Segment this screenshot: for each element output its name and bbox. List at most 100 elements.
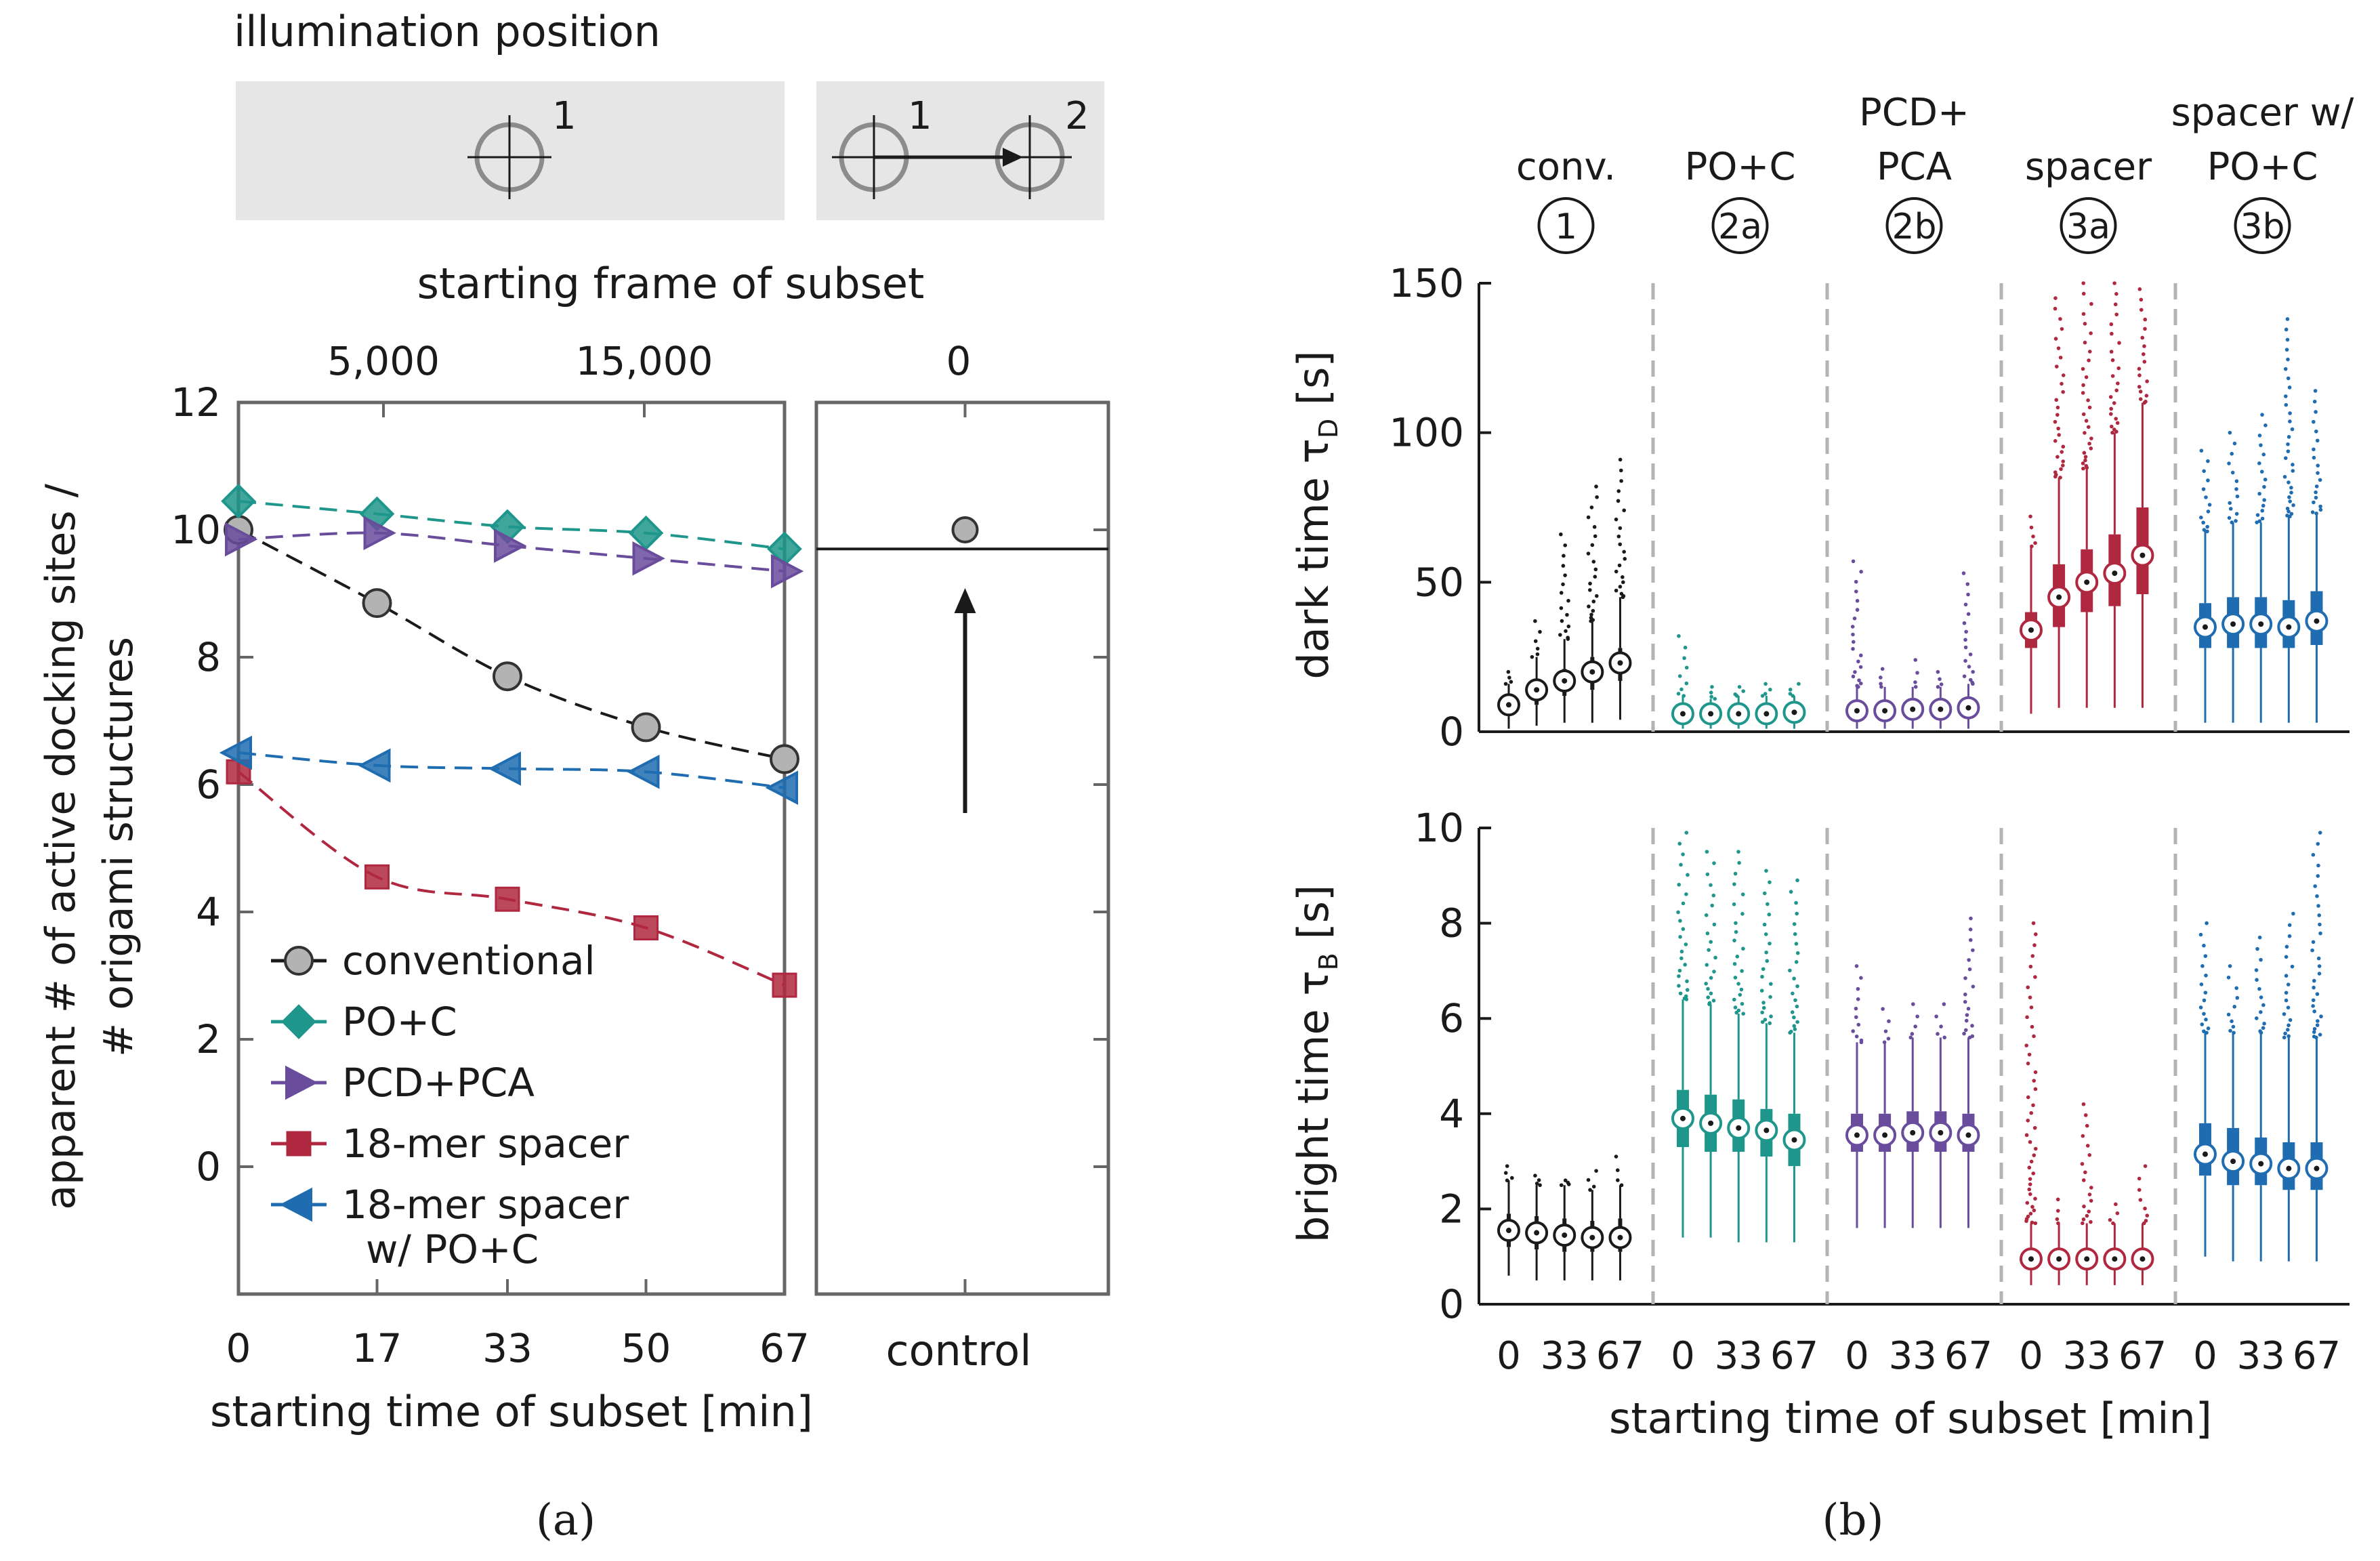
dark-g0-b4-outlier-12 — [1616, 534, 1621, 539]
bright-g4-b3-outlier-5 — [2288, 1018, 2293, 1022]
dark-g4-b4-outlier-4 — [2312, 500, 2316, 505]
dark-g4-b1-outlier-2 — [2227, 516, 2232, 520]
panel-b-xlabel: starting time of subset [min] — [1609, 1394, 2212, 1443]
panel-a-ytick-label-6: 6 — [196, 762, 221, 808]
series-point-conventional-2 — [492, 661, 522, 692]
bright-g1-b4-outlier-2 — [1793, 1027, 1797, 1031]
bright-g3-b2-outlier-9 — [2081, 1178, 2086, 1182]
group-title-0-0: conv. — [1516, 145, 1616, 189]
dark-g4-b4-outlier-16 — [2314, 410, 2318, 414]
dark-g4-b3-outlier-2 — [2289, 512, 2294, 516]
dark-g4-b3-outlier-8 — [2289, 491, 2293, 495]
panel-a-ytick-label-8: 8 — [196, 634, 221, 680]
bright-g1-b2-outlier-7 — [1739, 987, 1744, 992]
panel-a-top-tick-15000: 15,000 — [576, 338, 713, 384]
bright-g3-b2-outlier-0 — [2081, 1221, 2085, 1226]
dark-g3-b1-median-dot — [2056, 594, 2062, 600]
dark-g3-b3-outlier-7 — [2109, 407, 2113, 411]
bright-g3-b0-outlier-14 — [2031, 1171, 2036, 1175]
bright-g2-b0-outlier-3 — [1851, 1029, 1855, 1033]
dark-g4-b3-outlier-7 — [2287, 495, 2291, 499]
bright-g4-b2-outlier-10 — [2254, 968, 2259, 972]
dark-g2-b0-outlier-7 — [1856, 659, 1860, 664]
bright-g2-b2-outlier-4 — [1911, 1002, 1915, 1006]
bright-g4-b3-median-dot — [2286, 1165, 2292, 1171]
bright-g0-b2-outlier-0 — [1559, 1183, 1564, 1188]
bright-g0-b2-median-dot — [1562, 1232, 1568, 1239]
bright-g2-b0-outlier-7 — [1856, 997, 1860, 1001]
bright-g4-b4-outlier-14 — [2317, 972, 2322, 976]
panel-a-ylabel-line2: # origami structures — [95, 637, 142, 1057]
dark-g0-b4-outlier-13 — [1618, 526, 1623, 530]
bright-g1-b1-outlier-6 — [1704, 981, 1708, 986]
dark-g3-b4-outlier-11 — [2142, 344, 2146, 348]
dark-g4-b2-outlier-2 — [2260, 516, 2265, 521]
dark-g4-b1-outlier-3 — [2234, 512, 2239, 516]
dark-g2-b1-outlier-0 — [1879, 685, 1883, 689]
bright-g4-b2-outlier-9 — [2255, 978, 2259, 982]
bright-g4-b4-outlier-8 — [2312, 1010, 2316, 1014]
bright-g3-b4-median-dot — [2139, 1256, 2146, 1262]
dark-g0-b3-outlier-11 — [1593, 567, 1598, 572]
dark-g1-b2-outlier-3 — [1737, 685, 1742, 689]
dark-g0-b4-outlier-6 — [1620, 575, 1625, 579]
dark-g3-b4-outlier-14 — [2143, 317, 2148, 322]
dark-g4-b3-outlier-24 — [2286, 376, 2291, 381]
dark-g3-b0-outlier-4 — [2028, 514, 2032, 519]
illum-arrowhead — [1003, 148, 1023, 167]
bright-g1-b1-outlier-18 — [1709, 883, 1713, 888]
dark-g3-b1-outlier-7 — [2055, 455, 2060, 459]
bright-g4-b4-outlier-13 — [2312, 978, 2316, 983]
bright-g3-b1-outlier-3 — [2055, 1197, 2060, 1202]
dark-g3-b3-outlier-6 — [2108, 412, 2113, 416]
dark-g0-b4-outlier-19 — [1619, 468, 1623, 473]
bright-g1-b1-outlier-15 — [1704, 913, 1709, 917]
dark-g2-b0-outlier-6 — [1858, 665, 1863, 669]
illumination-label-1b: 1 — [908, 94, 932, 138]
dark-g4-b3-outlier-18 — [2290, 427, 2295, 432]
bright-g4-b0-outlier-11 — [2200, 964, 2205, 968]
bright-g2-b3-outlier-4 — [1942, 1002, 1946, 1006]
dark-g2-b0-outlier-17 — [1854, 579, 1858, 584]
bright-g4-b0-outlier-10 — [2204, 973, 2208, 978]
bright-g1-b3-outlier-8 — [1759, 988, 1764, 993]
bright-g2-b4-outlier-17 — [1969, 916, 1973, 921]
dark-g0-b4-outlier-2 — [1619, 591, 1624, 596]
group-circle-label-0: 1 — [1555, 207, 1577, 247]
dark-g1-b0-outlier-6 — [1682, 656, 1686, 661]
bright-g3-b0-outlier-35 — [2029, 1005, 2034, 1010]
dark-g0-b1-outlier-3 — [1533, 639, 1538, 644]
dark-g0-b4-outlier-14 — [1614, 517, 1619, 522]
dark-g2-b4-outlier-2 — [1968, 678, 1973, 682]
bright-g3-b0-outlier-27 — [2032, 1079, 2037, 1083]
bright-g3-b0-outlier-19 — [2028, 1140, 2032, 1144]
dark-g3-b1-outlier-20 — [2054, 365, 2059, 369]
bright-g1-b4-outlier-9 — [1791, 991, 1795, 996]
dark-g0-b0-outlier-2 — [1507, 675, 1511, 680]
dark-g4-b3-outlier-20 — [2288, 411, 2292, 415]
dark-g3-b1-outlier-14 — [2055, 413, 2060, 417]
bright-g4-b2-median-dot — [2258, 1161, 2264, 1167]
dark-g2-b0-outlier-13 — [1852, 617, 1857, 621]
dark-g3-b1-outlier-16 — [2054, 398, 2059, 402]
dark-g0-b1-outlier-5 — [1533, 619, 1537, 623]
series-point-spacer-3 — [633, 915, 659, 940]
dark-g4-b4-outlier-10 — [2316, 463, 2320, 467]
dark-g4-b3-outlier-6 — [2288, 499, 2292, 503]
dark-g2-b1-outlier-3 — [1880, 667, 1885, 671]
bright-xtick-label-g4-0: 0 — [2193, 1334, 2217, 1378]
bright-g3-b4-outlier-2 — [2145, 1213, 2150, 1217]
dark-g4-b1-outlier-10 — [2227, 461, 2231, 465]
bright-g2-b0-outlier-10 — [1854, 964, 1859, 968]
bright-g4-b1-outlier-2 — [2231, 1024, 2236, 1029]
dark-g3-b4-outlier-7 — [2137, 373, 2142, 377]
panel-a-xtick-label-0: 0 — [226, 1325, 251, 1371]
dark-g0-b2-outlier-13 — [1562, 554, 1566, 558]
group-title-3-0: spacer — [2025, 145, 2152, 189]
panel-a-top-axis-title: starting frame of subset — [417, 259, 925, 308]
bright-g2-b4-outlier-2 — [1962, 1031, 1966, 1036]
dark-g1-b4-median-dot — [1791, 709, 1797, 715]
dark-ytick-label-100: 100 — [1389, 410, 1464, 456]
dark-g3-b1-outlier-17 — [2061, 390, 2065, 394]
